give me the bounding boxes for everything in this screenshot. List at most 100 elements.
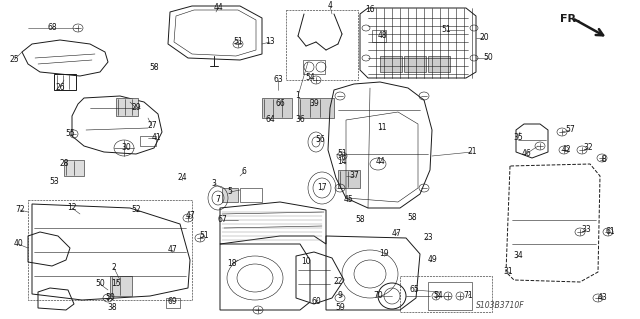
Text: 12: 12 xyxy=(67,204,77,212)
Text: 48: 48 xyxy=(377,32,387,41)
Text: 51: 51 xyxy=(199,232,209,241)
Text: 14: 14 xyxy=(337,158,347,167)
Text: 66: 66 xyxy=(275,100,285,108)
Bar xyxy=(338,170,360,188)
Text: 52: 52 xyxy=(131,205,141,214)
Text: 47: 47 xyxy=(391,229,401,239)
Text: 28: 28 xyxy=(60,160,68,168)
Bar xyxy=(404,56,426,72)
Text: 43: 43 xyxy=(597,293,607,302)
Text: 44: 44 xyxy=(213,4,223,12)
Text: 24: 24 xyxy=(177,174,187,182)
Text: 60: 60 xyxy=(311,298,321,307)
Bar xyxy=(262,98,292,118)
Text: 19: 19 xyxy=(379,249,389,258)
Text: 53: 53 xyxy=(49,177,59,187)
Text: 29: 29 xyxy=(131,103,141,113)
Text: 51: 51 xyxy=(233,38,243,47)
Text: 61: 61 xyxy=(605,227,615,236)
Text: 25: 25 xyxy=(9,56,19,64)
Bar xyxy=(222,188,238,202)
Bar xyxy=(54,74,76,90)
Bar xyxy=(240,188,262,202)
Bar xyxy=(166,298,180,308)
Bar xyxy=(428,282,472,310)
Text: 13: 13 xyxy=(265,38,275,47)
Text: 30: 30 xyxy=(121,144,131,152)
Text: 40: 40 xyxy=(13,240,23,249)
Text: 41: 41 xyxy=(151,133,161,143)
Text: 70: 70 xyxy=(373,292,383,300)
Text: 31: 31 xyxy=(503,268,513,277)
Text: 4: 4 xyxy=(328,2,332,11)
Text: 2: 2 xyxy=(111,263,116,272)
Bar xyxy=(110,276,132,296)
Text: 50: 50 xyxy=(483,54,493,63)
Text: 10: 10 xyxy=(301,257,311,266)
Text: 8: 8 xyxy=(602,155,606,165)
Text: 39: 39 xyxy=(309,100,319,108)
Bar xyxy=(372,30,386,42)
Text: 67: 67 xyxy=(217,216,227,225)
Bar xyxy=(298,98,334,118)
Bar xyxy=(428,56,450,72)
Text: 16: 16 xyxy=(365,5,375,14)
Text: 17: 17 xyxy=(317,183,327,192)
Text: 58: 58 xyxy=(407,213,417,222)
Text: 20: 20 xyxy=(479,33,489,42)
Bar xyxy=(303,60,325,74)
Text: 68: 68 xyxy=(47,24,57,33)
Text: 11: 11 xyxy=(377,123,387,132)
Bar xyxy=(380,56,402,72)
Text: 9: 9 xyxy=(337,292,342,300)
Text: 71: 71 xyxy=(463,292,473,300)
Text: 55: 55 xyxy=(65,130,75,138)
Text: 51: 51 xyxy=(337,150,347,159)
Text: 64: 64 xyxy=(265,115,275,124)
Text: 51: 51 xyxy=(441,26,451,34)
Bar xyxy=(400,276,492,312)
Text: 50: 50 xyxy=(95,279,105,288)
Text: 26: 26 xyxy=(55,84,65,93)
Text: 63: 63 xyxy=(273,76,283,85)
Text: 36: 36 xyxy=(295,115,305,124)
Bar xyxy=(28,200,192,300)
Bar xyxy=(140,136,156,146)
Text: S103B3710F: S103B3710F xyxy=(476,301,525,310)
Bar xyxy=(286,10,358,80)
Text: 56: 56 xyxy=(315,136,325,145)
Text: 54: 54 xyxy=(305,73,315,83)
Text: 32: 32 xyxy=(583,144,593,152)
Text: 37: 37 xyxy=(349,172,359,181)
Text: 22: 22 xyxy=(333,278,343,286)
Text: 34: 34 xyxy=(513,251,523,261)
Text: 50: 50 xyxy=(105,293,115,302)
Text: 3: 3 xyxy=(212,180,216,189)
Text: 49: 49 xyxy=(427,256,437,264)
Text: 44: 44 xyxy=(375,158,385,167)
Text: 72: 72 xyxy=(15,205,25,214)
Text: 65: 65 xyxy=(409,286,419,294)
Text: 5: 5 xyxy=(228,188,232,197)
Text: 42: 42 xyxy=(561,145,571,154)
Text: 21: 21 xyxy=(467,147,477,157)
Text: 58: 58 xyxy=(149,63,159,72)
Text: 59: 59 xyxy=(335,303,345,313)
Text: 54: 54 xyxy=(433,292,443,300)
Text: 69: 69 xyxy=(167,298,177,307)
Text: 47: 47 xyxy=(167,246,177,255)
Text: 6: 6 xyxy=(241,167,246,176)
Text: 45: 45 xyxy=(343,196,353,204)
Text: 57: 57 xyxy=(565,125,575,135)
Text: FR.: FR. xyxy=(560,14,580,24)
Text: 33: 33 xyxy=(581,226,591,234)
Text: 7: 7 xyxy=(216,196,220,204)
Bar xyxy=(64,160,84,176)
Text: 38: 38 xyxy=(107,303,117,313)
Text: 18: 18 xyxy=(227,259,237,269)
Text: 58: 58 xyxy=(355,216,365,225)
Bar xyxy=(116,98,138,116)
Text: 47: 47 xyxy=(185,211,195,220)
Text: 46: 46 xyxy=(521,150,531,159)
Text: 1: 1 xyxy=(296,92,300,100)
